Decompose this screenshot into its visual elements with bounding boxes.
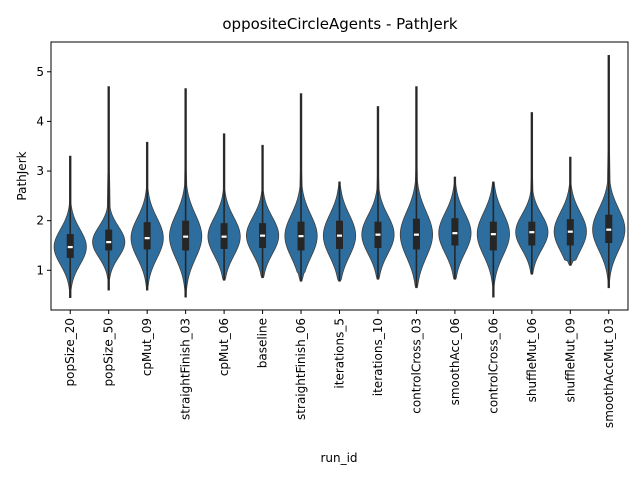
violin-group xyxy=(130,141,164,291)
x-tick-label: straightFinish_03 xyxy=(179,318,193,420)
violin-median-marker xyxy=(337,234,342,237)
x-tick-label: cpMut_06 xyxy=(217,318,231,376)
violin-median-marker xyxy=(529,231,535,234)
violin-group xyxy=(284,93,318,282)
violin-group xyxy=(92,86,126,291)
violin-group xyxy=(361,106,395,280)
violin-iqr-box xyxy=(105,229,113,251)
violin-group xyxy=(169,88,203,298)
violin-group xyxy=(476,181,510,298)
violin-median-marker xyxy=(106,241,112,244)
violin-iqr-box xyxy=(143,222,151,250)
x-tick-label: iterations_10 xyxy=(371,318,385,396)
violin-group xyxy=(246,144,280,279)
violin-median-marker xyxy=(298,235,304,238)
x-tick-label: smoothAcc_06 xyxy=(448,318,462,405)
violin-iqr-box xyxy=(528,221,536,246)
violin-group xyxy=(592,55,626,289)
y-axis-label: PathJerk xyxy=(15,151,29,200)
violin-iqr-box xyxy=(451,218,459,246)
x-tick-label: controlCross_03 xyxy=(409,318,423,414)
violin-median-marker xyxy=(183,235,189,238)
violin-group xyxy=(322,181,357,282)
violin-median-marker xyxy=(221,235,227,238)
y-tick-label: 1 xyxy=(36,263,44,277)
violin-group xyxy=(553,156,587,266)
violin-group xyxy=(53,155,87,298)
violin-group xyxy=(438,176,472,280)
violin-median-marker xyxy=(144,237,150,240)
x-tick-label: popSize_50 xyxy=(102,318,116,386)
x-tick-label: smoothAccMut_03 xyxy=(602,318,616,428)
violin-group xyxy=(207,133,241,281)
violin-iqr-box xyxy=(489,221,497,251)
y-tick-label: 4 xyxy=(36,114,44,128)
y-tick-label: 2 xyxy=(36,214,44,228)
violin-group xyxy=(515,112,549,275)
x-axis-label: run_id xyxy=(320,451,357,465)
y-tick-label: 5 xyxy=(36,65,44,79)
plot-area xyxy=(53,55,626,298)
x-tick-label: cpMut_09 xyxy=(140,318,154,376)
x-tick-label: shuffleMut_09 xyxy=(563,318,577,402)
violin-median-marker xyxy=(452,232,458,235)
violin-median-marker xyxy=(606,228,612,231)
x-tick-label: straightFinish_06 xyxy=(294,318,308,420)
chart-title: oppositeCircleAgents - PathJerk xyxy=(222,15,458,33)
violin-median-marker xyxy=(490,233,496,236)
x-tick-label: iterations_5 xyxy=(333,318,347,389)
violin-median-marker xyxy=(67,245,73,249)
violin-group xyxy=(399,86,433,289)
violin-median-marker xyxy=(260,234,266,237)
x-tick-label: controlCross_06 xyxy=(486,318,500,414)
x-tick-label: shuffleMut_06 xyxy=(525,318,539,402)
violin-median-marker xyxy=(567,230,573,233)
x-tick-label: baseline xyxy=(256,318,270,368)
violin-median-marker xyxy=(375,233,381,236)
y-tick-label: 3 xyxy=(36,164,44,178)
violin-median-marker xyxy=(413,233,419,236)
x-tick-label: popSize_20 xyxy=(63,318,77,386)
y-axis: 1 2 3 4 5 xyxy=(36,65,51,277)
x-axis: popSize_20 popSize_50 cpMut_09 straightFini… xyxy=(63,310,616,428)
